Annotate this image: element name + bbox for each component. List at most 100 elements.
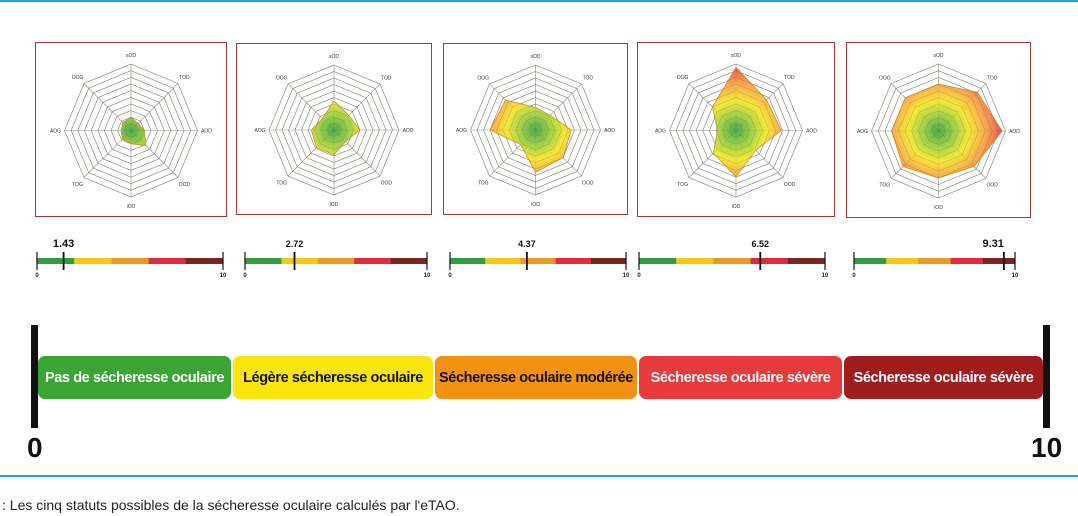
score-scale-segment	[886, 258, 919, 264]
score-scale-max-label: 10	[822, 273, 829, 279]
score-scale-segment	[148, 258, 187, 264]
score-scale-segment	[354, 258, 391, 264]
radar-axis-label: OOD	[381, 180, 393, 186]
radar-grid-overlay	[891, 83, 986, 179]
radar-chart: sOD TOD AOD OOD iOD TOG AOG OOG	[50, 53, 212, 210]
radar-axis-label: OOD	[784, 182, 796, 188]
radar-spoke	[130, 83, 179, 131]
score-scale-segment	[185, 258, 224, 264]
score-value-label: 4.37	[518, 239, 536, 249]
score-scale-min-label: 0	[35, 273, 39, 279]
radar-grid-overlay	[898, 90, 979, 172]
radar-grid-overlay	[515, 110, 556, 150]
score-scale-segment	[111, 258, 149, 264]
score-scale-3: 4.37 0 10	[448, 230, 630, 280]
radar-grid-overlay	[522, 116, 549, 144]
figure-caption: : Les cinq statuts possibles de la séche…	[2, 497, 460, 513]
bottom-rule	[0, 475, 1078, 477]
radar-panel-3: sOD TOD AOD OOD iOD TOG AOG OOG	[443, 43, 628, 215]
radar-grid-overlay	[675, 70, 797, 191]
score-scale-max-label: 10	[220, 273, 227, 279]
radar-grid-overlay	[904, 97, 973, 165]
radar-grid-overlay	[476, 71, 595, 189]
score-scale-segment	[555, 258, 592, 264]
radar-grid-overlay	[327, 123, 341, 137]
radar-axis-label: TOG	[72, 182, 83, 188]
score-scale-segment	[317, 258, 355, 264]
score-value-label: 2.72	[286, 239, 304, 249]
radar-grid-overlay	[911, 103, 966, 159]
radar-panel-4: sOD TOD AOD OOD iOD TOG AOG OOG	[637, 42, 835, 217]
score-scale-segment	[245, 258, 282, 264]
radar-data-area	[712, 66, 782, 178]
status-band-mild: Légère sécheresse oculaire	[233, 356, 433, 399]
status-band-label: Sécheresse oculaire sévère	[650, 369, 831, 386]
radar-grid-overlay	[509, 103, 562, 157]
score-scale-chart: 6.52 0 10	[637, 239, 829, 279]
radar-grid-overlay	[77, 77, 185, 184]
scale-start-bar	[31, 325, 38, 428]
radar-grid-overlay	[702, 97, 770, 165]
top-rule	[0, 0, 1078, 2]
score-scale-chart: 2.72 0 10	[243, 239, 431, 279]
radar-panel-1: sOD TOD AOD OOD iOD TOG AOG OOG	[35, 42, 227, 217]
score-scale-min-label: 0	[448, 273, 452, 279]
radar-data-area	[310, 100, 361, 156]
radar-grid-overlay	[64, 63, 198, 198]
radar-chart: sOD TOD AOD OOD iOD TOG AOG OOG	[456, 54, 615, 208]
status-band-severe: Sécheresse oculaire sévère	[639, 356, 842, 399]
score-scale-segment	[390, 258, 428, 264]
status-band-moderate: Sécheresse oculaire modérée	[435, 356, 637, 399]
score-scale-chart: 9.31 0 10	[852, 238, 1019, 279]
radar-grid-overlay	[729, 123, 743, 138]
score-scale-segment	[676, 258, 714, 264]
radar-axis-label: AOD	[201, 129, 212, 135]
radar-grid-overlay	[528, 123, 543, 137]
score-scale-5: 9.31 0 10	[852, 230, 1019, 280]
radar-data-area	[891, 83, 1003, 179]
score-scale-segment	[854, 258, 887, 264]
score-scale-min-label: 0	[637, 273, 641, 279]
radar-axis-label: sOD	[731, 53, 741, 59]
radar-grid-overlay	[268, 64, 400, 196]
radar-grid-overlay	[924, 117, 953, 145]
radar-axis-label: sOD	[329, 54, 339, 60]
score-scale-segment	[918, 258, 951, 264]
status-band-label: Pas de sécheresse oculaire	[44, 369, 225, 386]
radar-chart: sOD TOD AOD OOD iOD TOG AOG OOG	[857, 53, 1020, 211]
score-scale-segment	[450, 258, 486, 264]
score-scale-2: 2.72 0 10	[243, 230, 431, 280]
radar-axis-label: TOD	[784, 75, 795, 81]
radar-axis-label: OOD	[987, 183, 999, 189]
score-scale-segment	[37, 258, 75, 264]
radar-axis-label: OOG	[677, 75, 689, 81]
radar-grid-overlay	[97, 97, 165, 165]
status-band-label: Sécheresse oculaire sévère	[853, 369, 1034, 386]
radar-grid-overlay	[496, 90, 575, 170]
score-scale-segment	[590, 258, 627, 264]
radar-grid-overlay	[70, 70, 192, 191]
radar-grid-overlay	[281, 77, 387, 183]
radar-grid-overlay	[301, 97, 367, 163]
radar-grid-overlay	[669, 63, 803, 198]
score-scale-segment	[520, 258, 556, 264]
radar-axis-label: AOD	[604, 128, 615, 134]
radar-chart: sOD TOD AOD OOD iOD TOG AOG OOG	[254, 54, 413, 208]
radar-grid-overlay	[104, 103, 158, 158]
radar-grid-overlay	[709, 103, 763, 158]
status-band-none: Pas de sécheresse oculaire	[38, 356, 231, 399]
radar-axis-label: TOG	[677, 182, 688, 188]
radar-axis-label: AOG	[857, 129, 868, 135]
score-scale-segment	[982, 258, 1016, 264]
radar-grid-overlay	[715, 110, 757, 151]
score-scale-segment	[750, 258, 789, 264]
radar-chart: sOD TOD AOD OOD iOD TOG AOG OOG	[655, 53, 817, 210]
radar-axis-label: TOG	[879, 183, 890, 189]
radar-axis-label: TOD	[583, 76, 594, 82]
radar-axis-label: iOD	[127, 204, 136, 210]
radar-axis-label: OOG	[72, 75, 84, 81]
scale-end-bar	[1043, 325, 1050, 428]
status-band-label: Sécheresse oculaire modérée	[439, 369, 633, 386]
score-scale-max-label: 10	[623, 273, 630, 279]
score-scale-1: 1.43 0 10	[35, 230, 227, 280]
